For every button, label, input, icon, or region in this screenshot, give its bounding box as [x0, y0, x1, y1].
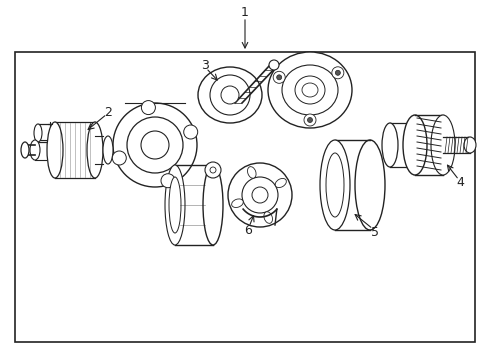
Text: 6: 6 [244, 224, 252, 237]
Ellipse shape [295, 76, 325, 104]
Ellipse shape [282, 65, 338, 115]
Ellipse shape [355, 140, 385, 230]
Ellipse shape [464, 137, 476, 153]
Text: 4: 4 [456, 176, 464, 189]
Ellipse shape [232, 199, 243, 207]
Text: 2: 2 [104, 105, 112, 118]
Ellipse shape [113, 103, 197, 187]
Ellipse shape [161, 174, 175, 188]
Ellipse shape [304, 114, 316, 126]
Ellipse shape [205, 162, 221, 178]
Text: 3: 3 [201, 59, 209, 72]
Text: 5: 5 [371, 225, 379, 239]
Text: 1: 1 [241, 5, 249, 18]
Ellipse shape [242, 177, 278, 213]
Ellipse shape [269, 60, 279, 70]
Ellipse shape [247, 167, 256, 178]
Ellipse shape [302, 83, 318, 97]
Ellipse shape [47, 122, 63, 178]
Ellipse shape [221, 86, 239, 104]
Ellipse shape [210, 75, 250, 115]
Ellipse shape [141, 131, 169, 159]
Ellipse shape [326, 153, 344, 217]
Ellipse shape [169, 177, 181, 233]
Ellipse shape [320, 140, 350, 230]
Ellipse shape [403, 115, 427, 175]
Ellipse shape [34, 124, 42, 142]
Ellipse shape [142, 100, 155, 114]
Ellipse shape [268, 52, 352, 128]
Ellipse shape [112, 151, 126, 165]
Ellipse shape [273, 71, 285, 83]
Ellipse shape [127, 117, 183, 173]
Ellipse shape [184, 125, 197, 139]
Ellipse shape [264, 212, 272, 223]
Bar [38, 124, 58, 142]
Ellipse shape [308, 117, 313, 122]
Ellipse shape [165, 165, 185, 245]
Ellipse shape [335, 70, 341, 75]
Ellipse shape [21, 142, 29, 158]
Ellipse shape [382, 123, 398, 167]
Ellipse shape [228, 163, 292, 227]
Ellipse shape [277, 75, 282, 80]
Ellipse shape [431, 115, 455, 175]
Ellipse shape [103, 136, 113, 164]
Ellipse shape [275, 179, 286, 188]
Bar [15, 52, 475, 342]
Ellipse shape [87, 122, 103, 178]
Ellipse shape [30, 140, 40, 160]
Ellipse shape [252, 187, 268, 203]
Ellipse shape [332, 67, 344, 79]
Ellipse shape [203, 165, 223, 245]
Ellipse shape [198, 67, 262, 123]
Ellipse shape [210, 167, 216, 173]
